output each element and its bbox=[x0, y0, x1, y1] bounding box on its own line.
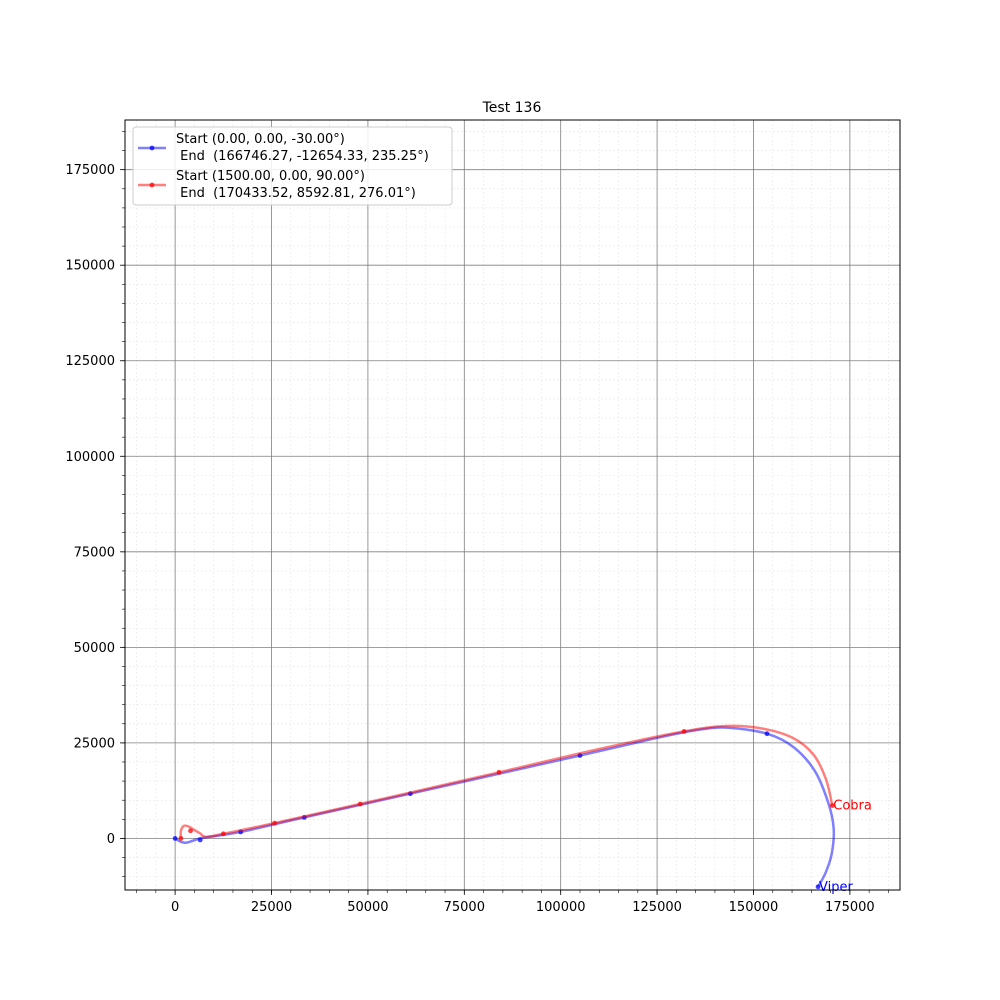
series-marker-0 bbox=[815, 884, 821, 890]
legend-label-line2-0: End (166746.27, -12654.33, 235.25°) bbox=[176, 149, 429, 164]
y-tick-label: 125000 bbox=[65, 354, 115, 369]
legend: Start (0.00, 0.00, -30.00°) End (166746.… bbox=[132, 126, 453, 206]
major-grid bbox=[125, 120, 900, 890]
legend-marker-0 bbox=[149, 145, 155, 151]
legend-marker-1 bbox=[149, 182, 155, 188]
legend-label-line1-1: Start (1500.00, 0.00, 90.00°) bbox=[176, 169, 365, 184]
series-marker-0 bbox=[764, 731, 770, 737]
series-marker-1 bbox=[681, 729, 687, 734]
x-tick-label: 75000 bbox=[444, 900, 485, 915]
x-tick-label: 100000 bbox=[536, 900, 586, 915]
y-tick-label: 175000 bbox=[65, 163, 115, 178]
y-tick-label: 0 bbox=[107, 832, 115, 847]
series-marker-1 bbox=[829, 803, 835, 808]
x-tick-label: 50000 bbox=[347, 900, 388, 915]
series-marker-1 bbox=[272, 820, 278, 826]
chart-title: Test 136 bbox=[482, 100, 542, 116]
y-tick-label: 50000 bbox=[74, 641, 115, 656]
end-label-0: Viper bbox=[819, 880, 853, 895]
y-tick-label: 25000 bbox=[74, 736, 115, 751]
series-marker-0 bbox=[172, 836, 178, 841]
y-tick-label: 150000 bbox=[65, 259, 115, 274]
series-layer: Viper Cobra bbox=[172, 724, 872, 895]
series-marker-1 bbox=[178, 836, 184, 841]
legend-box bbox=[132, 126, 453, 206]
series-marker-1 bbox=[188, 828, 193, 834]
x-tick-label: 150000 bbox=[729, 900, 779, 915]
legend-label-line2-1: End (170433.52, 8592.81, 276.01°) bbox=[176, 186, 416, 201]
series-marker-1 bbox=[220, 831, 226, 837]
x-tick-label: 25000 bbox=[251, 900, 292, 915]
plot-frame bbox=[124, 119, 901, 891]
series-marker-0 bbox=[197, 837, 203, 843]
y-tick-label: 100000 bbox=[65, 450, 115, 465]
x-tick-label: 125000 bbox=[632, 900, 682, 915]
series-line-1 bbox=[179, 724, 834, 839]
legend-label-line1-0: Start (0.00, 0.00, -30.00°) bbox=[176, 132, 345, 147]
x-tick-label: 0 bbox=[171, 900, 179, 915]
series-marker-1 bbox=[496, 769, 502, 775]
x-tick-label: 175000 bbox=[825, 900, 875, 915]
series-marker-1 bbox=[357, 801, 363, 807]
axis-ticks: 0 25000 50000 75000 100000 125000 150000 175000… bbox=[65, 131, 889, 915]
y-tick-label: 75000 bbox=[74, 545, 115, 560]
end-label-1: Cobra bbox=[833, 799, 872, 814]
